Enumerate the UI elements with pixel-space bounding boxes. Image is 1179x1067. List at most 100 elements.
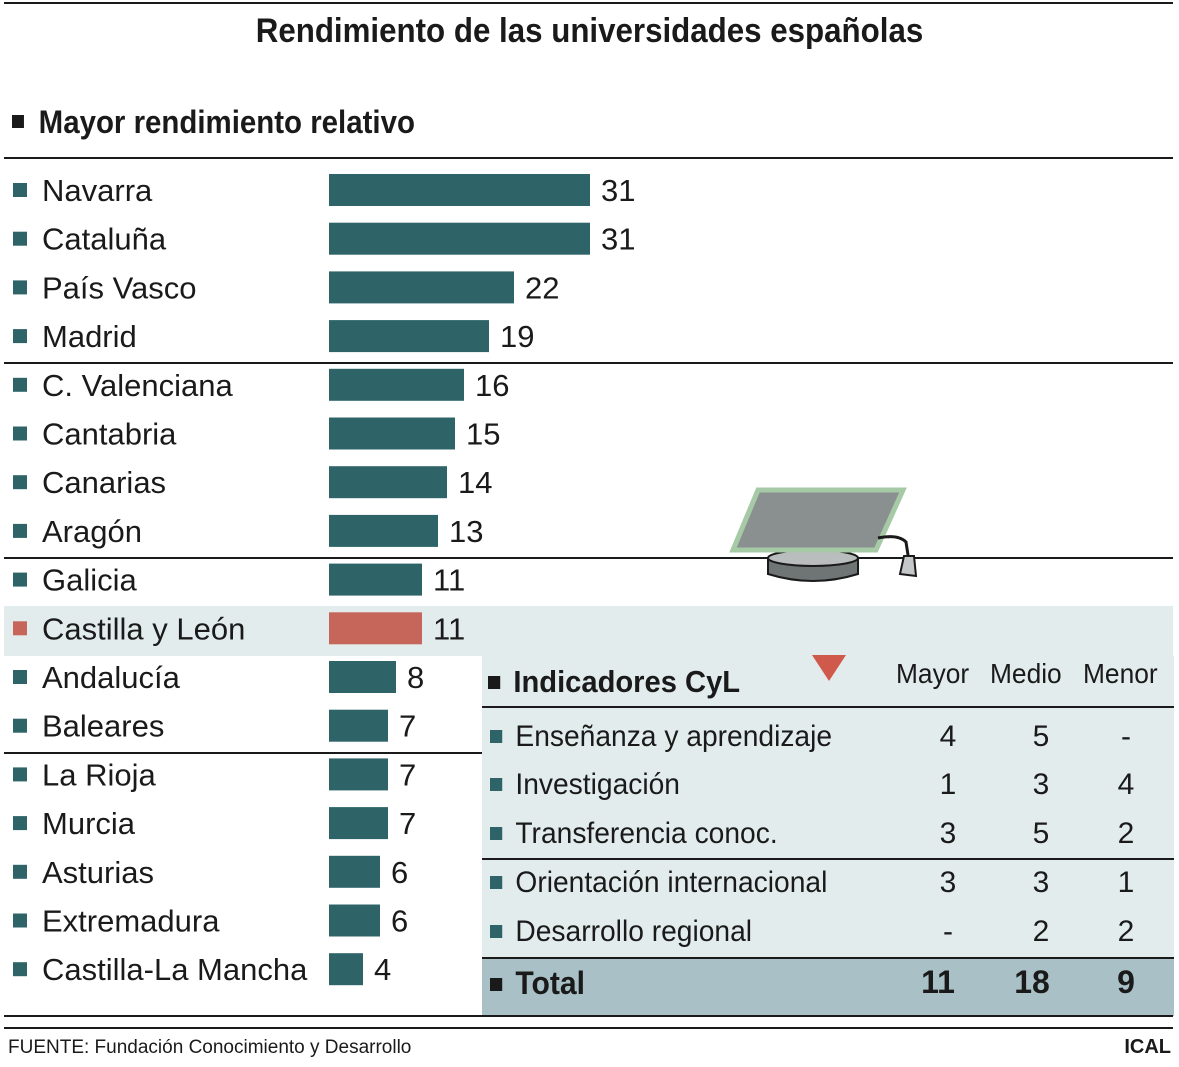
bar (329, 904, 380, 937)
category-label: Aragón (42, 514, 142, 549)
indicator-row-label: Transferencia conoc. (490, 817, 778, 851)
brand-label: ICAL (1124, 1036, 1171, 1058)
category-label: Castilla-La Mancha (42, 952, 308, 987)
category-label: Murcia (42, 806, 136, 841)
value-label: 16 (475, 368, 509, 403)
value-label: 13 (449, 514, 483, 549)
value-label: 11 (433, 611, 465, 646)
indicator-value-medio: 2 (1032, 915, 1050, 948)
category-label: País Vasco (42, 270, 197, 305)
value-label: 7 (399, 757, 416, 792)
bar (329, 855, 380, 888)
bullet-square-icon (13, 475, 27, 490)
category-label: La Rioja (42, 757, 156, 792)
graduation-cap-icon (729, 487, 918, 582)
down-arrow-icon (812, 655, 846, 681)
category-label: C. Valenciana (42, 368, 233, 403)
bullet-square-icon (13, 816, 27, 831)
indicators-title: Indicadores CyL (488, 664, 740, 700)
value-label: 15 (466, 417, 500, 452)
category-label: Asturias (42, 855, 154, 890)
bar (329, 563, 422, 596)
group-rule-3 (4, 752, 482, 754)
bullet-square-icon (13, 377, 27, 392)
bullet-square-icon (13, 523, 27, 538)
indicator-value-mayor: 4 (939, 720, 957, 753)
value-label: 11 (433, 563, 465, 598)
indicators-rule-mid (482, 858, 1174, 860)
indicator-value-menor: 4 (1117, 768, 1135, 801)
bar (329, 758, 388, 791)
indicator-total-medio: 18 (1014, 964, 1050, 1000)
bullet-square-icon (13, 621, 27, 636)
category-label: Canarias (42, 465, 166, 500)
group-rule-2 (4, 557, 1173, 559)
value-label: 31 (601, 173, 635, 208)
indicators-panel (482, 656, 1174, 1016)
bar (329, 368, 464, 401)
value-label: 7 (399, 709, 416, 744)
bullet-square-icon (488, 676, 501, 689)
indicator-value-medio: 5 (1032, 817, 1050, 850)
value-label: 8 (407, 660, 424, 695)
category-label: Galicia (42, 563, 138, 598)
bullet-square-icon (13, 718, 27, 733)
page-title: Rendimiento de las universidades español… (255, 12, 924, 50)
indicator-value-mayor: 1 (939, 768, 957, 801)
bar (329, 807, 388, 840)
bullet-square-icon (490, 778, 503, 791)
bullet-square-icon (13, 572, 27, 587)
indicator-value-medio: 5 (1032, 720, 1050, 753)
column-header-medio: Medio (990, 658, 1062, 689)
bullet-square-icon (13, 864, 27, 879)
category-label: Madrid (42, 319, 137, 354)
value-label: 4 (374, 952, 391, 987)
value-label: 6 (391, 904, 408, 939)
bottom-rule-1 (4, 1015, 1173, 1017)
indicator-row-label: Enseñanza y aprendizaje (490, 720, 832, 754)
value-label: 31 (601, 222, 635, 257)
value-label: 14 (458, 465, 492, 500)
bullet-square-icon (12, 115, 24, 129)
bullet-square-icon (13, 280, 27, 295)
category-label: Baleares (42, 709, 164, 744)
bar (329, 222, 590, 255)
bar (329, 466, 447, 499)
bar (329, 417, 455, 450)
section-title: Mayor rendimiento relativo (12, 104, 415, 141)
bar (329, 174, 590, 206)
bar (329, 709, 388, 742)
bullet-square-icon (13, 231, 27, 246)
value-label: 22 (525, 270, 559, 305)
bullet-square-icon (13, 962, 27, 977)
section-rule (4, 157, 1173, 159)
bullet-square-icon (13, 183, 27, 197)
category-label: Extremadura (42, 904, 220, 939)
category-label: Cantabria (42, 417, 177, 452)
bar (329, 661, 396, 693)
top-rule (4, 2, 1173, 4)
indicator-value-menor: 2 (1117, 817, 1135, 850)
value-label: 6 (391, 855, 408, 890)
bullet-square-icon (13, 913, 27, 928)
value-label: 19 (500, 319, 534, 354)
indicator-value-menor: 2 (1117, 915, 1135, 948)
bar (329, 514, 438, 547)
indicators-rule-top (482, 706, 1174, 708)
bullet-square-icon (490, 876, 503, 889)
column-header-mayor: Mayor (896, 658, 970, 689)
indicators-total-band (482, 958, 1174, 1016)
section-title-text: Mayor rendimiento relativo (38, 104, 415, 140)
category-label: Castilla y León (42, 611, 245, 646)
source-note: FUENTE: Fundación Conocimiento y Desarro… (8, 1037, 412, 1058)
indicator-value-menor: 1 (1117, 866, 1135, 899)
indicator-value-mayor: 3 (939, 866, 957, 899)
bar (329, 612, 422, 645)
group-rule-1 (4, 362, 1173, 364)
highlight-band (4, 606, 1173, 656)
bar (329, 320, 489, 353)
bullet-square-icon (13, 767, 27, 782)
value-label: 7 (399, 806, 416, 841)
bullet-square-icon (490, 730, 503, 743)
indicators-rule-total (482, 957, 1174, 959)
